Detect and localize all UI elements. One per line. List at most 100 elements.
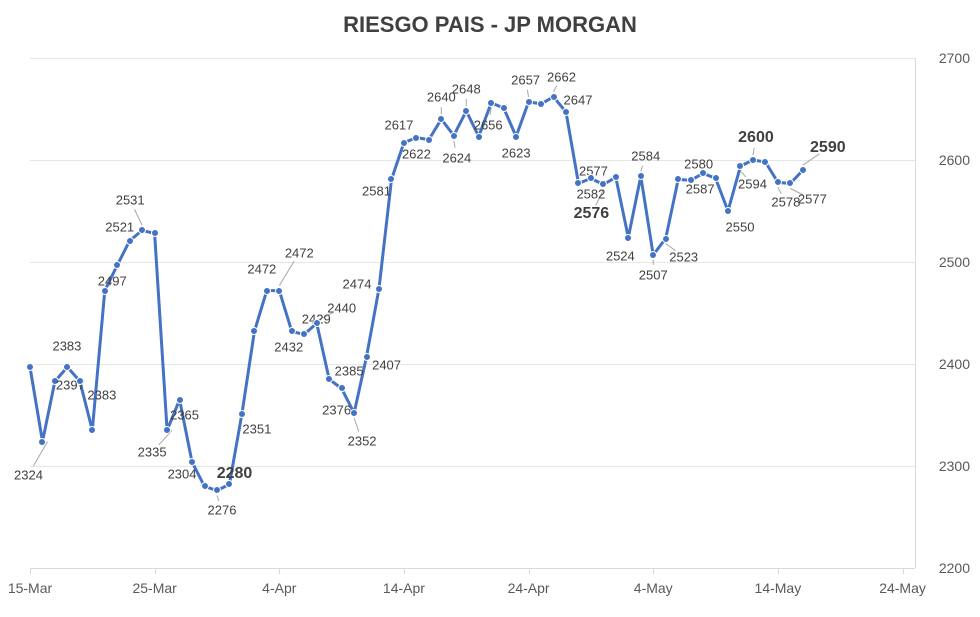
data-point (799, 166, 807, 174)
data-label: 2524 (606, 248, 635, 263)
y-tick-label: 2600 (939, 152, 970, 168)
data-point (512, 133, 520, 141)
data-point (151, 229, 159, 237)
data-point (487, 99, 495, 107)
data-point (612, 173, 620, 181)
y-tick-label: 2700 (939, 50, 970, 66)
x-tick-label: 14-May (755, 580, 802, 596)
data-point (712, 174, 720, 182)
data-point (774, 178, 782, 186)
data-point (649, 251, 657, 259)
data-point (425, 136, 433, 144)
data-point (113, 261, 121, 269)
data-point (749, 156, 757, 164)
data-point (338, 384, 346, 392)
data-point (300, 330, 308, 338)
y-axis-line (915, 58, 916, 568)
x-tick-label: 24-Apr (508, 580, 550, 596)
data-label: 2662 (547, 69, 576, 84)
data-label: 2594 (738, 177, 767, 192)
data-label: 2648 (452, 82, 481, 97)
data-label: 2617 (384, 117, 413, 132)
data-point (462, 107, 470, 115)
data-point (375, 285, 383, 293)
data-label: 2365 (170, 407, 199, 422)
riesgo-pais-chart: RIESGO PAIS - JP MORGAN 2200230024002500… (0, 0, 980, 617)
data-label: 2531 (116, 193, 145, 208)
data-point (76, 377, 84, 385)
data-point (475, 133, 483, 141)
data-label: 2582 (576, 187, 605, 202)
data-point (450, 132, 458, 140)
data-point (437, 115, 445, 123)
data-label: 2622 (402, 146, 431, 161)
x-tick-mark (778, 568, 779, 574)
data-label: 2584 (631, 149, 660, 164)
y-tick-label: 2300 (939, 458, 970, 474)
data-label: 2578 (771, 195, 800, 210)
data-label: 2440 (327, 301, 356, 316)
data-point (213, 486, 221, 494)
data-label: 2590 (810, 139, 846, 157)
data-label: 2587 (686, 182, 715, 197)
data-point (238, 410, 246, 418)
data-label: 2472 (247, 261, 276, 276)
data-point (38, 438, 46, 446)
x-tick-mark (279, 568, 280, 574)
data-label: 2507 (639, 267, 668, 282)
data-point (761, 158, 769, 166)
data-point (188, 458, 196, 466)
data-point (736, 162, 744, 170)
data-label: 2580 (684, 157, 713, 172)
data-label: 2497 (98, 274, 127, 289)
data-point (674, 175, 682, 183)
x-tick-label: 25-Mar (132, 580, 176, 596)
x-axis-line (30, 568, 915, 569)
x-tick-label: 24-May (879, 580, 926, 596)
data-label: 2472 (285, 245, 314, 260)
data-point (275, 287, 283, 295)
data-point (313, 319, 321, 327)
data-point (163, 426, 171, 434)
data-label: 2324 (14, 467, 43, 482)
data-label: 2351 (242, 421, 271, 436)
y-tick-label: 2400 (939, 356, 970, 372)
data-label: 2523 (669, 249, 698, 264)
x-tick-label: 15-Mar (8, 580, 52, 596)
data-point (637, 172, 645, 180)
data-point (176, 396, 184, 404)
data-point (562, 108, 570, 116)
data-label: 2657 (511, 72, 540, 87)
chart-title: RIESGO PAIS - JP MORGAN (0, 12, 980, 38)
data-point (201, 482, 209, 490)
x-tick-mark (903, 568, 904, 574)
y-tick-label: 2500 (939, 254, 970, 270)
plot-area: 22002300240025002600270015-Mar25-Mar4-Ap… (30, 58, 915, 568)
x-tick-mark (155, 568, 156, 574)
data-label: 2577 (798, 192, 827, 207)
data-point (500, 104, 508, 112)
data-label: 2581 (362, 184, 391, 199)
data-label: 2550 (726, 220, 755, 235)
data-point (525, 98, 533, 106)
data-point (786, 179, 794, 187)
data-point (126, 237, 134, 245)
data-point (138, 226, 146, 234)
data-point (288, 327, 296, 335)
x-tick-mark (404, 568, 405, 574)
data-point (263, 287, 271, 295)
data-point (662, 235, 670, 243)
data-label: 2376 (322, 403, 351, 418)
x-tick-mark (529, 568, 530, 574)
data-point (225, 480, 233, 488)
data-point (350, 409, 358, 417)
y-tick-label: 2200 (939, 560, 970, 576)
data-point (363, 353, 371, 361)
data-label: 2276 (208, 503, 237, 518)
data-point (250, 327, 258, 335)
data-point (387, 175, 395, 183)
data-point (724, 207, 732, 215)
data-point (26, 363, 34, 371)
data-label: 2521 (105, 219, 134, 234)
data-label: 2656 (474, 117, 503, 132)
